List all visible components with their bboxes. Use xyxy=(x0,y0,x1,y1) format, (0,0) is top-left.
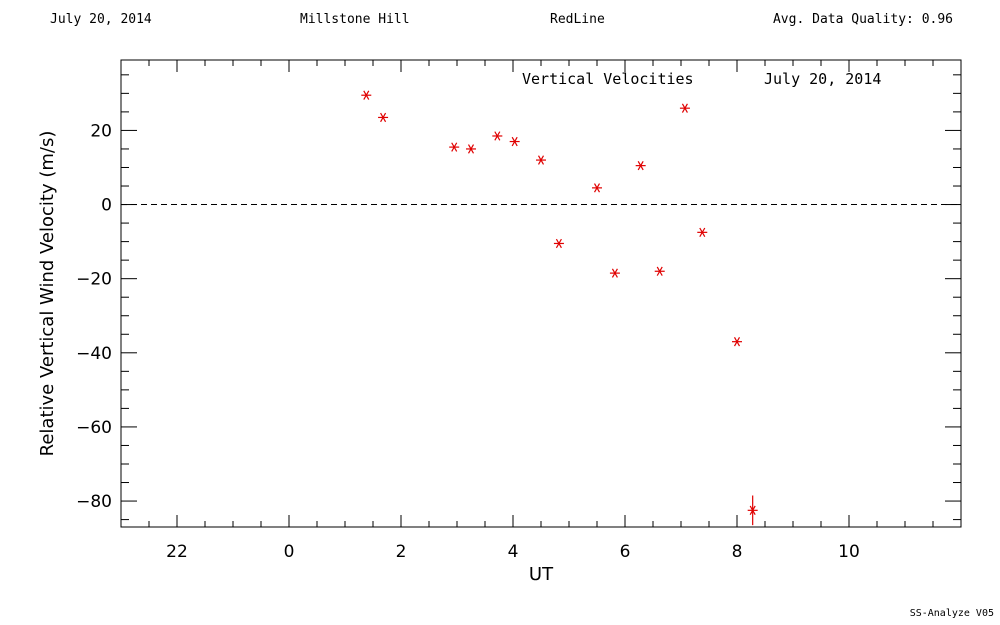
data-point xyxy=(361,90,372,100)
data-point xyxy=(509,136,520,147)
x-axis-title: UT xyxy=(529,564,554,585)
x-tick-label: 0 xyxy=(284,542,295,562)
chart-title: Vertical Velocities xyxy=(522,70,694,88)
y-axis-title: Relative Vertical Wind Velocity (m/s) xyxy=(37,131,58,457)
y-tick-label: −80 xyxy=(76,492,112,512)
data-point xyxy=(466,144,476,154)
y-tick-label: −40 xyxy=(76,344,112,364)
data-point xyxy=(553,238,564,249)
data-point xyxy=(609,268,620,278)
data-point xyxy=(449,142,460,152)
y-tick-label: 0 xyxy=(101,196,112,216)
data-point xyxy=(592,183,602,193)
data-point xyxy=(635,160,646,171)
header-date: July 20, 2014 xyxy=(50,12,152,27)
header-site: Millstone Hill xyxy=(300,12,410,27)
data-point xyxy=(679,103,690,113)
x-tick-label: 6 xyxy=(620,542,631,562)
y-tick-label: −20 xyxy=(76,270,112,290)
data-point xyxy=(747,495,758,526)
data-point xyxy=(732,337,742,347)
data-point xyxy=(654,266,665,276)
x-tick-label: 10 xyxy=(838,542,860,562)
data-point xyxy=(492,131,503,141)
y-tick-label: −60 xyxy=(76,418,112,438)
plot-frame xyxy=(120,59,962,528)
x-tick-label: 22 xyxy=(166,542,188,562)
y-tick-label: 20 xyxy=(90,121,112,141)
header-data-quality: Avg. Data Quality: 0.96 xyxy=(772,12,953,27)
x-tick-label: 8 xyxy=(732,542,743,562)
data-point xyxy=(697,227,708,237)
data-point xyxy=(536,155,546,165)
chart-annotation-date: July 20, 2014 xyxy=(764,70,881,88)
software-version: SS-Analyze V05 xyxy=(909,608,994,619)
x-tick-label: 2 xyxy=(396,542,407,562)
data-point xyxy=(378,112,389,123)
x-tick-label: 4 xyxy=(508,542,519,562)
header-instrument: RedLine xyxy=(550,12,605,27)
